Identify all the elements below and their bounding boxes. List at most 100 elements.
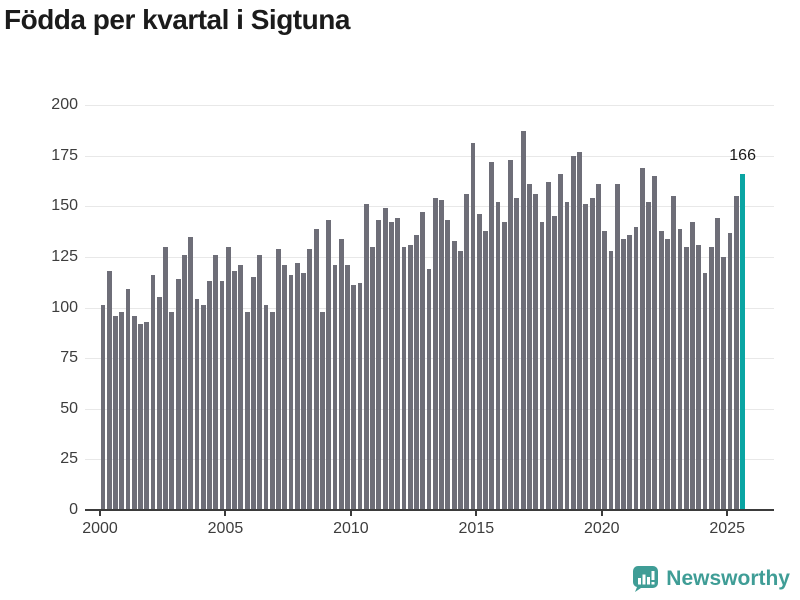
- bar: [558, 173, 564, 510]
- bar: [608, 250, 614, 510]
- bar: [357, 283, 363, 510]
- bar: [539, 222, 545, 510]
- bar: [476, 214, 482, 510]
- bar: [382, 208, 388, 510]
- chart-title: Födda per kvartal i Sigtuna: [4, 4, 350, 35]
- bar: [696, 244, 702, 510]
- bar: [200, 305, 206, 510]
- bar: [282, 264, 288, 510]
- bar: [276, 248, 281, 510]
- x-axis-tick-label: 2020: [583, 520, 620, 537]
- bar: [564, 202, 570, 510]
- bar: [251, 277, 256, 510]
- x-axis-tick-label: 2015: [458, 520, 495, 537]
- bar: [401, 246, 407, 510]
- gridline: [85, 256, 774, 258]
- bar: [163, 246, 169, 510]
- bar: [244, 311, 250, 510]
- bar: [708, 246, 714, 510]
- bar: [257, 254, 263, 510]
- gridline: [85, 155, 774, 157]
- bar: [370, 246, 375, 510]
- y-axis-tick-label: 75: [60, 349, 78, 367]
- last-value-label: 166: [729, 146, 756, 164]
- bar: [232, 271, 237, 510]
- bar: [495, 202, 501, 510]
- x-axis-tick: [726, 511, 729, 516]
- bar: [690, 222, 695, 510]
- bar: [106, 271, 112, 510]
- bar: [652, 175, 658, 510]
- bar: [589, 198, 595, 510]
- bar: [144, 321, 150, 510]
- bar: [464, 194, 470, 510]
- y-axis-tick-label: 125: [51, 247, 78, 265]
- bar: [545, 181, 551, 510]
- bar: [194, 299, 200, 510]
- bar: [677, 228, 683, 510]
- bar: [658, 230, 664, 510]
- bar: [288, 275, 294, 510]
- x-axis-tick: [99, 511, 101, 516]
- x-axis-tick: [349, 511, 352, 516]
- x-axis-tick: [224, 511, 227, 516]
- bar: [721, 256, 727, 510]
- newsworthy-wordmark: Newsworthy: [666, 566, 790, 590]
- y-axis-tick-label: 200: [51, 96, 78, 113]
- bar: [470, 143, 476, 510]
- bar: [621, 238, 626, 510]
- bar: [294, 262, 300, 510]
- bar: [345, 264, 350, 510]
- bar: [614, 183, 620, 510]
- gridline: [85, 206, 774, 208]
- bar: [432, 198, 438, 510]
- bar: [320, 311, 325, 510]
- bar: [125, 289, 131, 510]
- bar: [646, 202, 651, 510]
- bar: [702, 273, 708, 510]
- bar: [407, 244, 413, 510]
- y-axis-tick-label: 150: [51, 197, 78, 215]
- y-axis-tick-label: 175: [51, 146, 78, 164]
- bar: [715, 218, 720, 510]
- bar: [188, 236, 194, 510]
- newsworthy-logo: Newsworthy: [632, 565, 790, 592]
- bar: [213, 254, 219, 510]
- bar: [508, 159, 513, 510]
- bar: [307, 248, 313, 510]
- bar: [225, 246, 231, 510]
- bar: [458, 250, 463, 510]
- bar: [514, 198, 520, 510]
- gridline: [85, 105, 774, 106]
- bar: [119, 311, 125, 510]
- plot-area: 0 25 50 75 100 125 150 175 200 2000 2005 2010 2015 2…: [51, 96, 774, 537]
- bar: [389, 222, 394, 510]
- bar: [426, 269, 432, 510]
- bar: [727, 232, 733, 510]
- y-axis-tick-label: 25: [60, 450, 78, 468]
- bar: [451, 240, 457, 510]
- bar: [439, 200, 444, 510]
- bar: [169, 311, 175, 510]
- bar: [156, 297, 162, 510]
- x-axis-tick-label: 2000: [82, 520, 118, 537]
- bar: [138, 323, 143, 510]
- bar: [671, 196, 677, 510]
- bar: [733, 196, 739, 510]
- bar: [338, 238, 344, 510]
- bar: [113, 315, 118, 510]
- bar: [301, 273, 306, 510]
- x-axis-tick-label: 2025: [709, 520, 745, 537]
- bar: [326, 220, 332, 510]
- x-axis-tick: [600, 511, 603, 516]
- bar: [207, 281, 212, 510]
- x-axis-tick-label: 2010: [333, 520, 369, 537]
- bar: [376, 220, 382, 510]
- bar: [520, 131, 526, 510]
- bar: [583, 204, 589, 510]
- bar: [533, 194, 539, 510]
- bar: [627, 234, 633, 510]
- y-axis-tick-label: 50: [60, 399, 78, 417]
- bar: [238, 264, 244, 510]
